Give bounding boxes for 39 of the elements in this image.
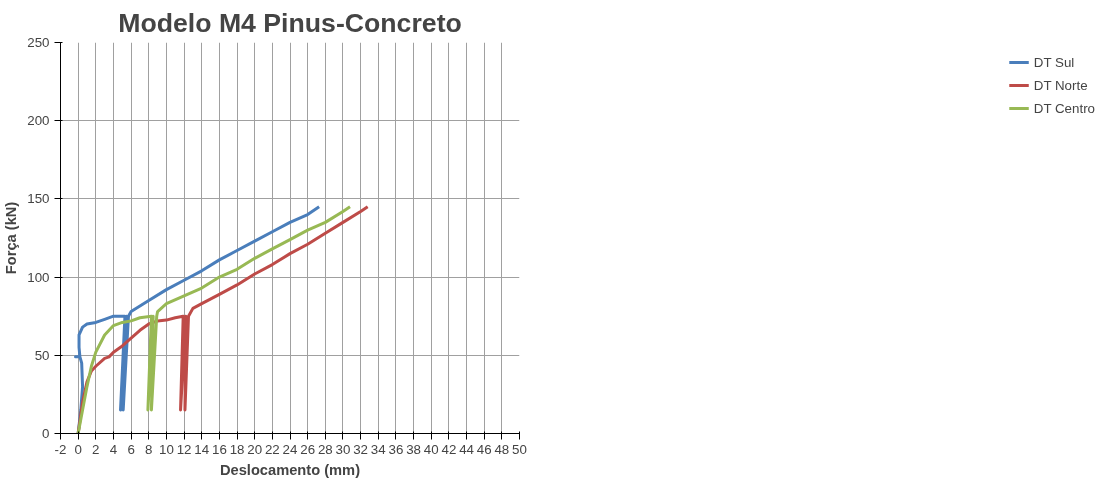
x-axis-title: Deslocamento (mm) (219, 461, 361, 478)
y-tick-label: 50 (34, 347, 50, 363)
x-tick-label: 50 (512, 441, 527, 457)
x-tick-label: 42 (441, 441, 457, 457)
y-tick-label: 250 (27, 35, 50, 50)
x-tick-label: 0 (74, 441, 82, 457)
x-tick-label: 28 (317, 441, 333, 457)
x-tick-label: 46 (476, 441, 492, 457)
y-axis-title: Força (kN) (3, 201, 20, 275)
x-tick-label: 22 (264, 441, 280, 457)
y-tick-label: 0 (42, 426, 50, 441)
x-tick-label: 6 (127, 441, 135, 457)
x-tick-label: 34 (370, 441, 387, 457)
y-tick-label: 150 (27, 191, 50, 207)
legend-label: DT Centro (1033, 100, 1095, 116)
x-tick-label: 8 (145, 441, 153, 457)
x-tick-label: 24 (282, 441, 298, 457)
legend-label: DT Sul (1033, 54, 1075, 70)
x-tick-label: 44 (459, 441, 475, 457)
x-tick-label: 40 (423, 441, 439, 457)
chart-title: Modelo M4 Pinus-Concreto (118, 7, 462, 38)
x-tick-label: 10 (159, 441, 174, 457)
x-tick-label: 36 (388, 441, 404, 457)
x-tick-label: -2 (54, 441, 67, 457)
x-tick-label: 20 (247, 441, 263, 457)
x-tick-label: 2 (92, 441, 100, 457)
legend-label: DT Norte (1033, 77, 1088, 93)
x-tick-label: 26 (300, 441, 316, 457)
x-tick-label: 30 (335, 441, 351, 457)
y-tick-label: 200 (27, 113, 50, 129)
x-tick-label: 12 (176, 441, 192, 457)
x-tick-label: 32 (353, 441, 369, 457)
x-tick-label: 38 (406, 441, 421, 457)
x-tick-label: 18 (229, 441, 245, 457)
y-tick-label: 100 (27, 269, 50, 285)
x-tick-label: 4 (109, 441, 118, 457)
x-tick-label: 48 (494, 441, 510, 457)
x-tick-label: 14 (194, 441, 210, 457)
x-tick-label: 16 (211, 441, 227, 457)
